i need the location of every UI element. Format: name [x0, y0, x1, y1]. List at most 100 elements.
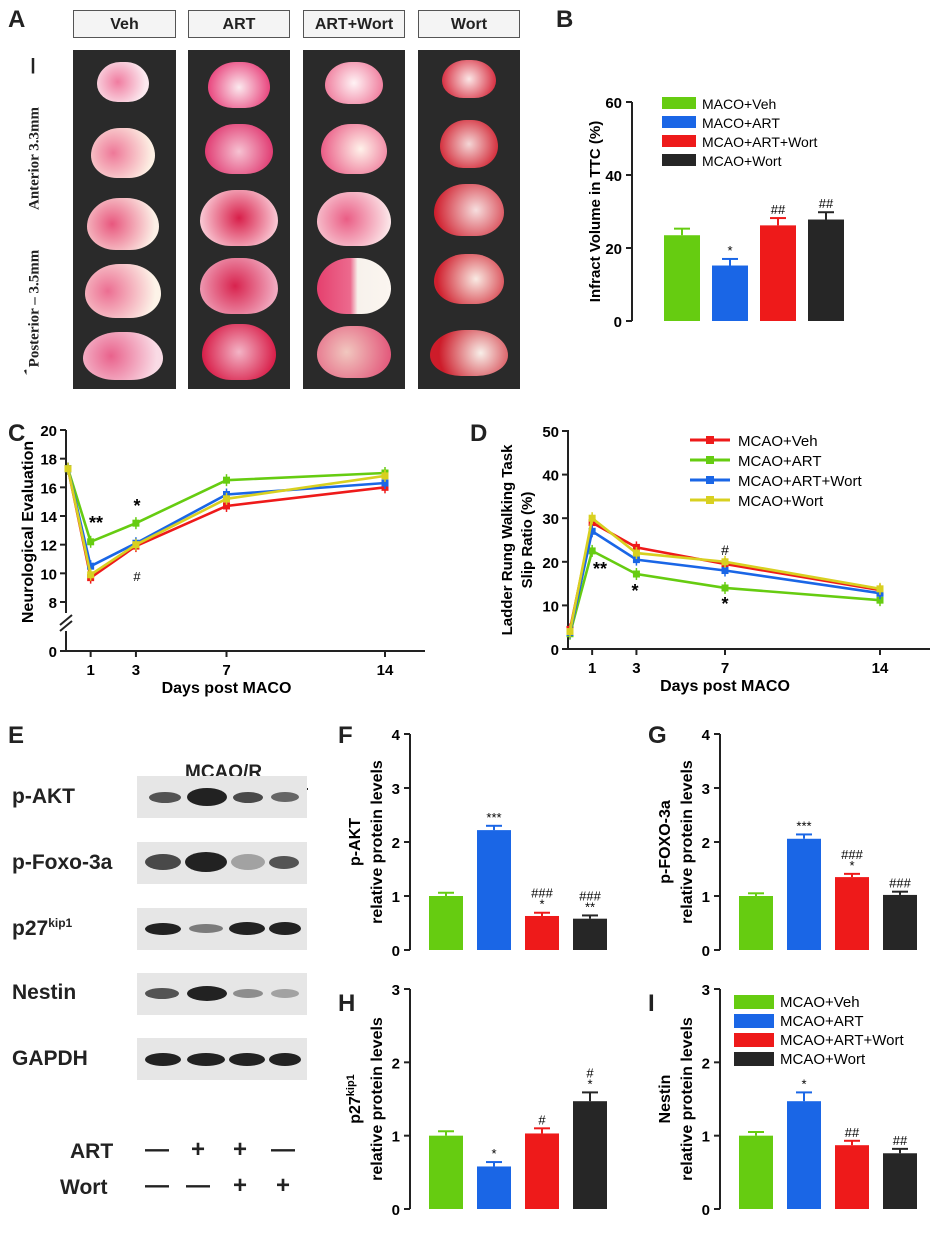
sign-art-4: —	[271, 1136, 295, 1163]
blot-band	[149, 792, 181, 803]
significance-mark: ###	[579, 888, 601, 903]
bar	[573, 1101, 607, 1209]
legend-swatch	[662, 154, 696, 166]
y-tick-label: 40	[605, 168, 622, 185]
brain-slice	[87, 198, 159, 250]
legend-swatch	[662, 116, 696, 128]
y-axis-label: relative protein levels	[369, 760, 386, 924]
legend-label: MCAO+ART	[738, 453, 822, 470]
y-tick-label: 14	[40, 509, 57, 526]
row-label-p-akt: p-AKT	[12, 785, 75, 808]
legend-label: MCAO+Wort	[702, 153, 782, 169]
data-point	[632, 556, 640, 564]
y-axis-label-sup: kip1	[345, 1074, 357, 1096]
bar	[573, 918, 607, 950]
significance-mark: ##	[819, 196, 834, 211]
sign-wort-1: —	[145, 1172, 169, 1199]
panel-label-i: I	[648, 990, 655, 1017]
significance-mark: *	[721, 594, 728, 614]
data-point	[132, 519, 140, 527]
y-tick-label: 0	[392, 1202, 400, 1219]
data-point	[381, 479, 389, 487]
data-point	[588, 527, 596, 535]
brain-slice	[83, 332, 163, 380]
legend-marker	[706, 456, 714, 464]
chart-d: 0 10 20 30 40 50 1 3 7 14 Days post MACO Ladder Run…	[499, 424, 930, 695]
brain-slice	[317, 258, 391, 314]
legend-label: MACO+ART	[702, 115, 780, 131]
brain-slice	[442, 60, 496, 98]
data-point	[566, 628, 574, 636]
data-point	[876, 585, 884, 593]
y-tick-label: 3	[702, 781, 710, 798]
x-tick-label: 1	[588, 660, 596, 677]
data-point	[223, 495, 230, 503]
blot-p-foxo-3a	[137, 842, 307, 884]
significance-mark: #	[586, 1065, 594, 1080]
bar	[525, 1133, 559, 1209]
y-tick-label: 0	[702, 1202, 710, 1219]
brain-slice	[205, 124, 273, 174]
brain-slice	[200, 190, 278, 246]
data-point	[721, 567, 729, 575]
legend-marker	[706, 476, 714, 484]
ttc-column-art-wort	[303, 50, 405, 389]
bar	[477, 1166, 511, 1209]
data-point	[64, 465, 72, 473]
panel-label-d: D	[470, 420, 488, 447]
blot-band	[271, 989, 299, 998]
brain-slice	[91, 128, 155, 178]
sign-art-2: +	[190, 1136, 205, 1163]
ttc-column-art	[188, 50, 290, 389]
anteroposterior-axis: Anterior 3.3mm Posterior – 3.5mm	[20, 50, 46, 394]
row-label-p-foxo-3a: p-Foxo-3a	[12, 851, 113, 874]
bar	[760, 225, 796, 321]
panel-label-h: H	[338, 990, 356, 1017]
significance-mark: **	[585, 899, 595, 914]
data-point	[721, 584, 729, 592]
x-tick-label: 3	[132, 662, 140, 679]
x-tick-label: 14	[377, 662, 394, 679]
bar	[712, 265, 748, 321]
significance-mark: #	[721, 542, 729, 558]
data-point	[223, 476, 230, 484]
chart-i: 0 1 2 3 * ## ## Nestin relative protein levels MC…	[657, 985, 917, 1219]
legend-label: MCAO+ART+Wort	[780, 1032, 904, 1049]
data-point	[381, 472, 389, 480]
panel-label-c: C	[8, 420, 26, 447]
bar	[835, 877, 869, 950]
y-tick-label: 60	[605, 95, 622, 112]
legend-label: MCAO+Veh	[780, 994, 860, 1011]
significance-mark: *	[133, 496, 140, 516]
treatment-label-art: ART	[70, 1140, 114, 1163]
bar	[787, 1101, 821, 1209]
data-point	[87, 571, 95, 579]
brain-slice	[208, 62, 270, 108]
brain-slice	[325, 62, 383, 104]
row-label-p27: p27kip1	[12, 916, 73, 940]
data-point	[632, 570, 640, 578]
bar	[477, 830, 511, 950]
significance-mark: ***	[796, 818, 811, 833]
legend-marker	[706, 436, 714, 444]
sign-wort-3: +	[232, 1172, 247, 1199]
blot-band	[229, 922, 265, 935]
significance-mark: #	[538, 1112, 546, 1127]
data-point	[588, 514, 596, 522]
y-tick-label: 12	[40, 538, 57, 555]
y-tick-label: 2	[392, 1055, 400, 1072]
axis-label-anterior: Anterior 3.3mm	[26, 73, 44, 244]
legend-label: MCAO+ART+Wort	[738, 473, 862, 490]
bar	[787, 838, 821, 950]
blot-band	[187, 1053, 225, 1066]
legend-label: MCAO+Wort	[780, 1051, 866, 1068]
y-tick-label: 20	[40, 423, 57, 440]
legend-swatch	[734, 1052, 774, 1066]
y-axis-label: Slip Ratio (%)	[519, 492, 536, 589]
y-axis-label: p27kip1	[345, 1074, 364, 1124]
y-tick-label: 8	[49, 595, 57, 612]
y-tick-label: 3	[392, 985, 400, 999]
